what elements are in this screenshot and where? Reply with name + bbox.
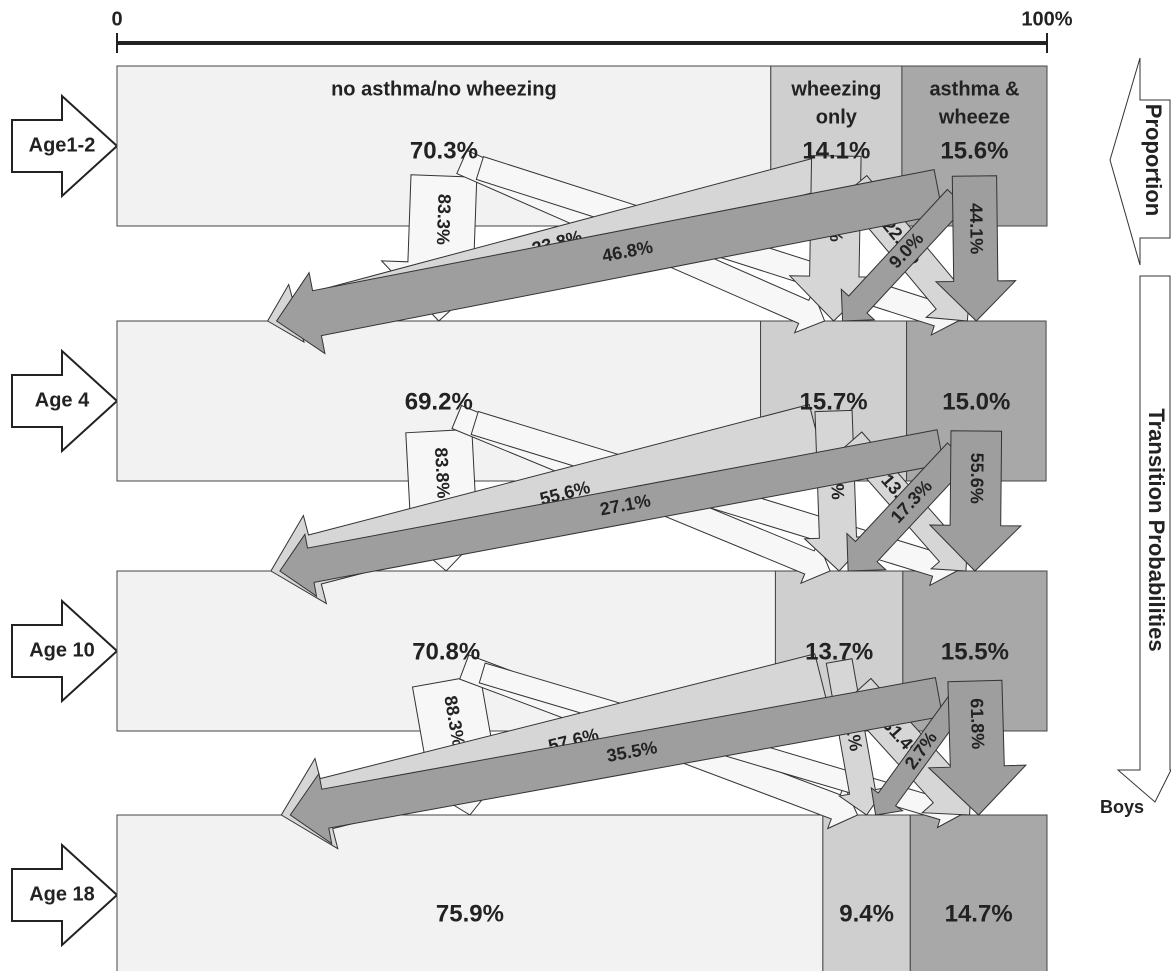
segment-value: 15.7% xyxy=(800,388,868,415)
age-arrow xyxy=(11,348,119,454)
segment-value: 69.2% xyxy=(405,388,473,415)
footer-label: Boys xyxy=(1100,797,1144,817)
transition-arrow xyxy=(927,679,1028,816)
segment-value: 14.1% xyxy=(802,137,870,164)
proportion-arrow xyxy=(1109,57,1171,266)
segment-value: 9.4% xyxy=(839,900,894,927)
age-label: Age 18 xyxy=(29,883,95,905)
transition-arrow xyxy=(1116,275,1171,803)
transition-label: 83.3% xyxy=(433,194,455,246)
age-arrow xyxy=(11,842,119,948)
axis-tick-label: 0 xyxy=(111,8,122,30)
transition-arrow xyxy=(928,430,1023,572)
segment-value: 75.9% xyxy=(436,900,504,927)
transition-arrow xyxy=(289,677,944,845)
category-label: no asthma/no wheezing xyxy=(331,78,557,100)
segment-value: 70.8% xyxy=(412,638,480,665)
segment xyxy=(822,814,911,971)
transition-label: 44.1% xyxy=(966,203,987,254)
transition-arrow xyxy=(934,175,1017,322)
transition-arrow xyxy=(279,429,945,598)
category-label: asthma & xyxy=(929,78,1019,100)
proportion-label: Proportion xyxy=(1141,104,1166,216)
transition-label: 55.6% xyxy=(967,453,988,504)
segment-value: 14.7% xyxy=(945,900,1013,927)
transition-label: 61.8% xyxy=(967,698,988,750)
age-label: Age 10 xyxy=(29,639,95,661)
transition-arrow xyxy=(275,169,944,355)
age-arrow xyxy=(11,598,119,704)
segment-value: 15.0% xyxy=(942,388,1010,415)
segment-value: 15.6% xyxy=(940,137,1008,164)
age-label: Age 4 xyxy=(35,389,90,411)
category-label: wheezing xyxy=(790,78,881,100)
axis-tick-label: 100% xyxy=(1021,8,1072,30)
segment-value: 70.3% xyxy=(410,137,478,164)
transition-label: Transition Probabilities xyxy=(1144,408,1169,651)
category-label: only xyxy=(816,106,858,128)
segment-value: 15.5% xyxy=(941,638,1009,665)
segment-value: 13.7% xyxy=(805,638,873,665)
transition-label: 83.8% xyxy=(431,447,454,499)
category-label: wheeze xyxy=(938,106,1010,128)
age-label: Age1-2 xyxy=(29,134,96,156)
age-arrow xyxy=(11,93,119,199)
transition-arrow xyxy=(840,188,967,322)
segment xyxy=(116,814,824,971)
segment xyxy=(909,814,1048,971)
